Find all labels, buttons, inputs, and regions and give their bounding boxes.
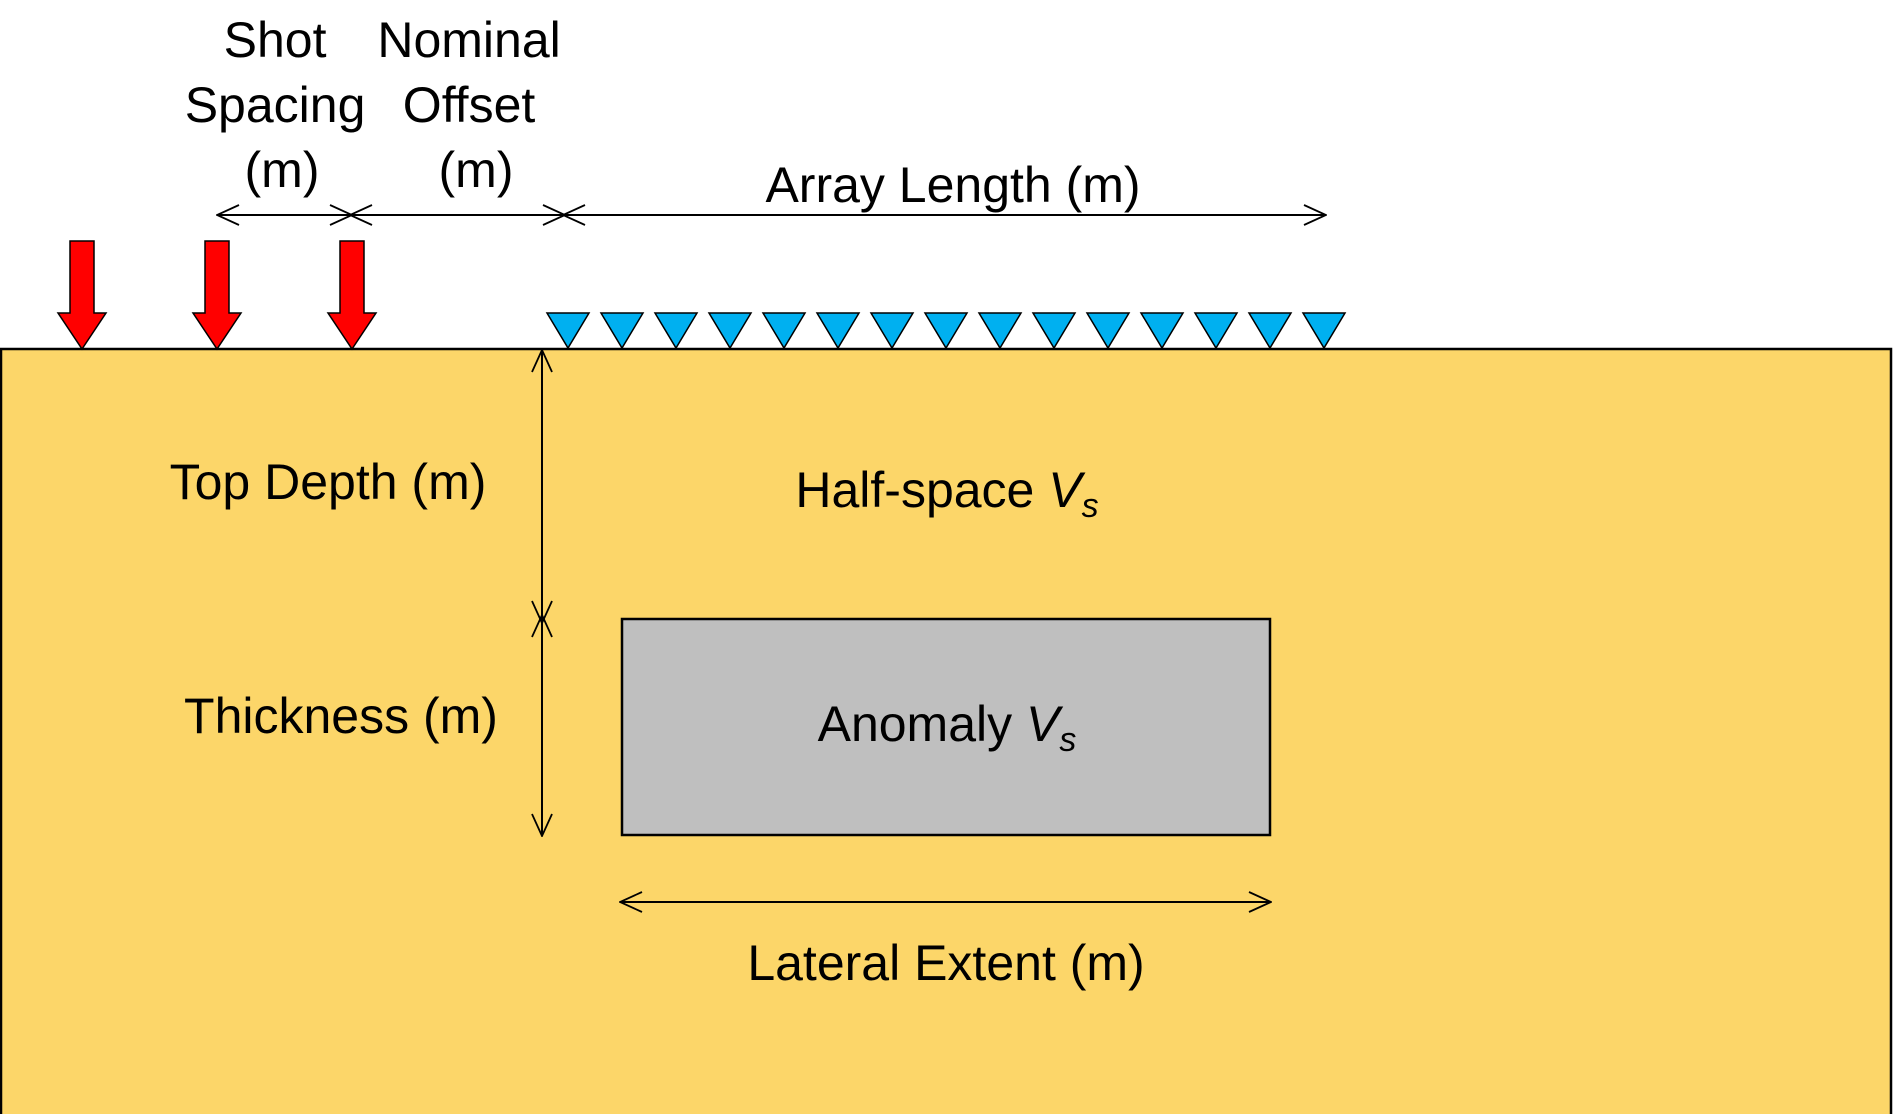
- shot-arrow-icon: [56, 240, 108, 351]
- receiver-triangle-icon: [977, 312, 1023, 350]
- receiver-triangle-icon: [923, 312, 969, 350]
- receiver-triangle-icon: [545, 312, 591, 350]
- nominal-offset-label: Nominal Offset (m): [377, 12, 574, 198]
- array-length-label: Array Length (m): [765, 157, 1140, 213]
- top-depth-label: Top Depth (m): [170, 454, 487, 510]
- receiver-triangle-icon: [1139, 312, 1185, 350]
- shot-sources: [56, 240, 378, 351]
- receiver-triangle-icon: [653, 312, 699, 350]
- receiver-triangle-icon: [1085, 312, 1131, 350]
- thickness-label: Thickness (m): [184, 688, 498, 744]
- shot-spacing-label: Shot Spacing (m): [185, 12, 380, 198]
- anomaly-vs-label: Anomaly Vs: [818, 696, 1077, 759]
- anomaly-block: [620, 617, 1272, 837]
- receiver-triangle-icon: [1031, 312, 1077, 350]
- receiver-triangle-icon: [815, 312, 861, 350]
- receiver-triangle-icon: [599, 312, 645, 350]
- receiver-triangle-icon: [1193, 312, 1239, 350]
- geophone-array: [545, 312, 1347, 350]
- receiver-triangle-icon: [761, 312, 807, 350]
- dimension-arrows: [217, 215, 1326, 902]
- receiver-triangle-icon: [1247, 312, 1293, 350]
- receiver-triangle-icon: [707, 312, 753, 350]
- receiver-triangle-icon: [869, 312, 915, 350]
- shot-arrow-icon: [191, 240, 243, 351]
- receiver-triangle-icon: [1301, 312, 1347, 350]
- halfspace-vs-label: Half-space Vs: [795, 462, 1098, 525]
- shot-arrow-icon: [326, 240, 378, 351]
- lateral-extent-label: Lateral Extent (m): [747, 935, 1144, 991]
